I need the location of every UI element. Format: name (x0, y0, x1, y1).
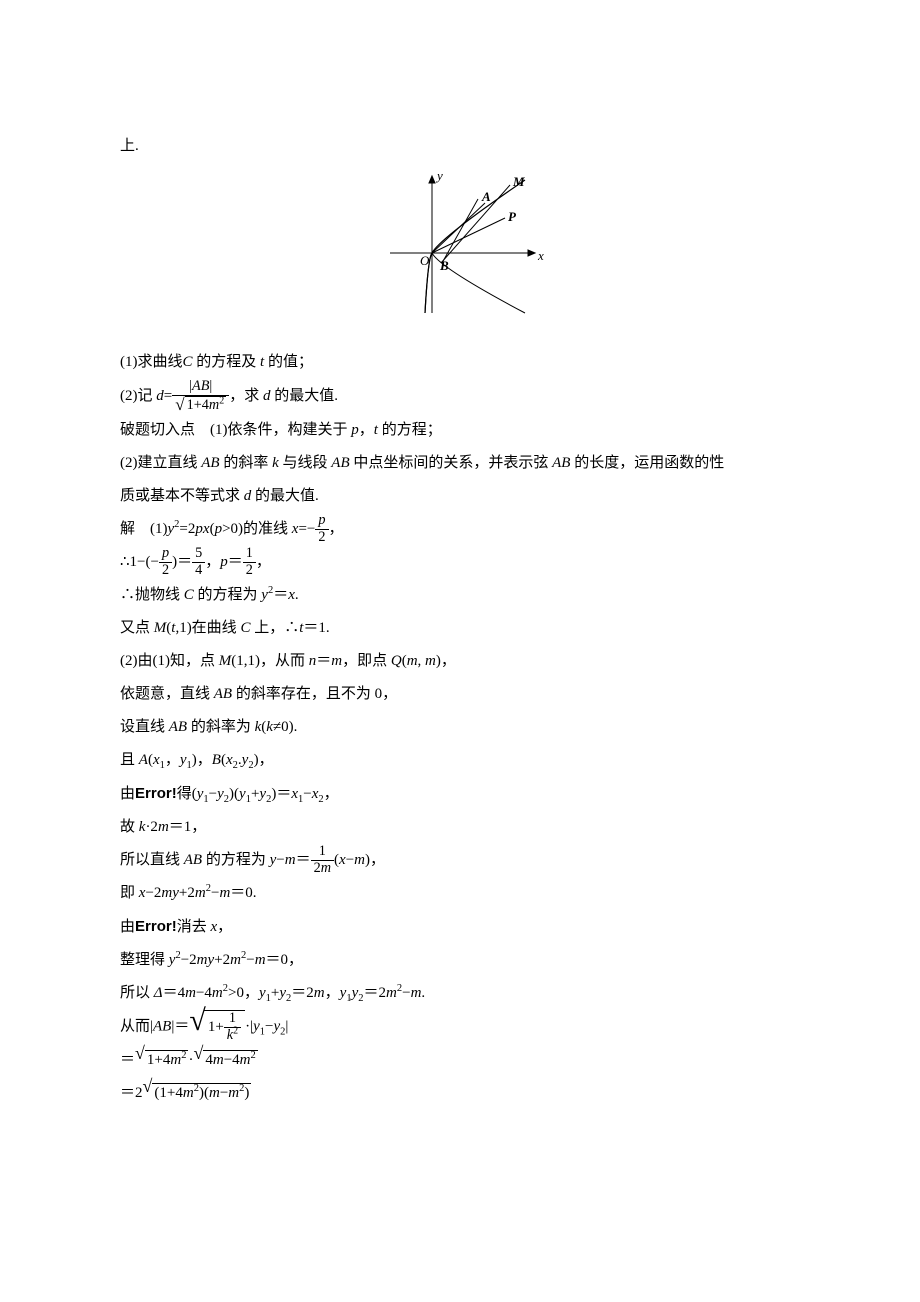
sol1b: ∴1−(−p2)＝54，p＝12， (120, 546, 800, 579)
sol1c: ∴抛物线 C 的方程为 y2＝x. (120, 579, 800, 612)
sol2j: 整理得 y2−2my+2m2−m＝0， (120, 944, 800, 977)
sol2i: 由Error!消去 x， (120, 910, 800, 944)
hint1: 破题切入点 (1)依条件，构建关于 p，t 的方程； (120, 414, 800, 447)
sol1a: 解 (1)y2=2px(p>0)的准线 x=−p2， (120, 513, 800, 546)
sol2f: 故 k·2m＝1， (120, 811, 800, 844)
point-M: M (512, 174, 525, 189)
sol2g: 所以直线 AB 的方程为 y−m＝12m(x−m)， (120, 844, 800, 877)
hint2a: (2)建立直线 AB 的斜率 k 与线段 AB 中点坐标间的关系，并表示弦 AB… (120, 447, 800, 480)
sol2b: 依题意，直线 AB 的斜率存在，且不为 0， (120, 678, 800, 711)
sol2c: 设直线 AB 的斜率为 k(k≠0). (120, 711, 800, 744)
axis-y-label: y (435, 168, 443, 183)
sol2m: ＝√1+4m2·√4m−4m2 (120, 1044, 800, 1077)
sol2d: 且 A(x1，y1)，B(x2.y2)， (120, 744, 800, 777)
figure-svg: y x O M A P B (370, 168, 550, 318)
point-A: A (481, 189, 491, 204)
sol2e: 由Error!得(y1−y2)(y1+y2)＝x1−x2， (120, 777, 800, 811)
sol2k: 所以 Δ＝4m−4m2>0，y1+y2＝2m，y1y2＝2m2−m. (120, 977, 800, 1010)
hint2b: 质或基本不等式求 d 的最大值. (120, 480, 800, 513)
header-continuation: 上. (120, 130, 800, 163)
origin-label: O (420, 253, 430, 268)
sol2a: (2)由(1)知，点 M(1,1)，从而 n＝m，即点 Q(m, m)， (120, 645, 800, 678)
point-P: P (508, 209, 517, 224)
sol2h: 即 x−2my+2m2−m＝0. (120, 877, 800, 910)
sol2l: 从而|AB|＝√1+1k2·|y1−y2| (120, 1010, 800, 1044)
parabola-figure: y x O M A P B (120, 168, 800, 331)
q2: (2)记 d=|AB|√1+4m2，求 d 的最大值. (120, 379, 800, 414)
point-B: B (439, 258, 449, 273)
sol2n: ＝2√(1+4m2)(m−m2) (120, 1077, 800, 1110)
axis-x-label: x (537, 248, 544, 263)
sol1d: 又点 M(t,1)在曲线 C 上，∴t＝1. (120, 612, 800, 645)
q1: (1)求曲线C 的方程及 t 的值； (120, 346, 800, 379)
